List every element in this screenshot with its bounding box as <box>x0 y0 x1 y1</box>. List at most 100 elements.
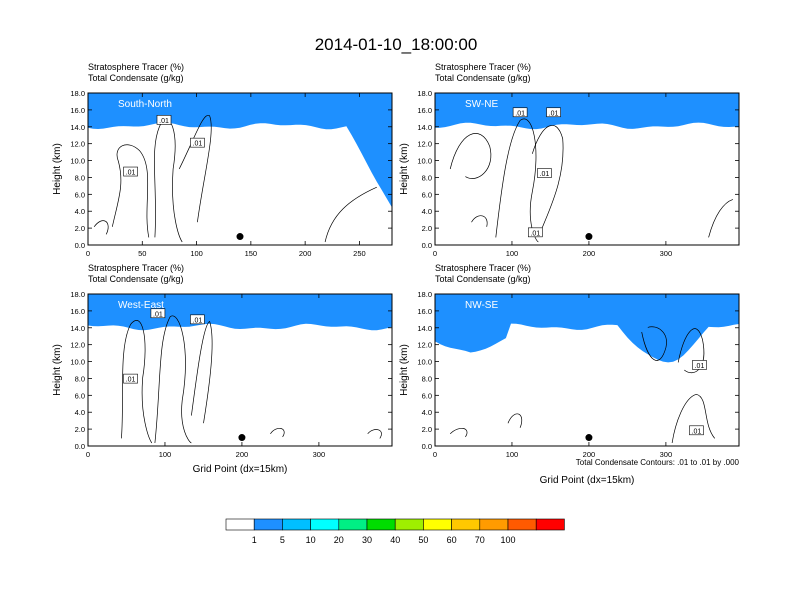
contour-line <box>270 428 285 438</box>
colorbar-label: 70 <box>475 535 485 545</box>
y-tick-label: 12.0 <box>417 341 432 350</box>
contour-line <box>121 320 153 444</box>
y-tick-label: 8.0 <box>75 374 85 383</box>
panel-frame <box>434 92 740 246</box>
contour-line <box>641 326 667 361</box>
section-label: SW-NE <box>465 99 498 110</box>
colorbar-swatch <box>423 518 452 531</box>
contour-label: .01 <box>193 317 203 324</box>
contour-line <box>507 413 522 428</box>
y-tick-label: 18.0 <box>417 290 432 299</box>
tracer-band <box>435 93 739 130</box>
contour-line <box>449 428 468 438</box>
contour-label: .01 <box>549 110 559 117</box>
tracer-band <box>88 294 392 331</box>
y-tick-label: 0.0 <box>422 241 432 250</box>
y-tick-label: 10.0 <box>70 157 85 166</box>
y-tick-label: 2.0 <box>422 425 432 434</box>
y-tick-label: 16.0 <box>70 307 85 316</box>
panel-frame <box>434 293 740 447</box>
y-tick-label: 12.0 <box>70 341 85 350</box>
contour-label: .01 <box>126 170 136 177</box>
y-tick-label: 6.0 <box>75 391 85 400</box>
y-tick-label: 0.0 <box>75 442 85 451</box>
condensate-contours <box>449 118 734 243</box>
section-label: West-East <box>118 300 164 311</box>
y-tick-label: 8.0 <box>75 173 85 182</box>
location-marker <box>585 434 593 442</box>
location-marker <box>236 233 244 241</box>
contour-label: .01 <box>692 428 702 435</box>
panel-title: Stratosphere Tracer (%) <box>435 62 531 72</box>
y-tick-label: 8.0 <box>422 374 432 383</box>
colorbar: 1 5 10 20 30 40 50 60 70 100 <box>225 518 565 545</box>
chart-panel-4: Stratosphere Tracer (%)Total Condensate … <box>399 263 740 486</box>
contour-line <box>531 125 564 230</box>
location-marker <box>238 434 246 442</box>
y-tick-label: 0.0 <box>422 442 432 451</box>
contour-label: .01 <box>193 141 203 148</box>
x-tick-label: 50 <box>138 249 146 258</box>
y-axis-label: Height (km) <box>52 344 63 396</box>
colorbar-swatch <box>366 518 396 531</box>
x-tick-label: 200 <box>299 249 312 258</box>
panel-subtitle: Total Condensate (g/kg) <box>435 274 531 284</box>
contour-line <box>708 199 734 238</box>
section-label: NW-SE <box>465 300 498 311</box>
contour-line <box>671 393 715 444</box>
x-tick-label: 100 <box>190 249 203 258</box>
section-label: South-North <box>118 99 172 110</box>
y-tick-label: 2.0 <box>75 224 85 233</box>
location-marker <box>585 233 593 241</box>
tracer-band <box>435 294 739 363</box>
contour-line <box>677 328 705 374</box>
chart-panel-2: Stratosphere Tracer (%)Total Condensate … <box>399 62 740 258</box>
contour-label: .01 <box>126 377 136 384</box>
panel-subtitle: Total Condensate (g/kg) <box>435 73 531 83</box>
panel-title: Stratosphere Tracer (%) <box>88 62 184 72</box>
colorbar-swatch <box>535 518 565 531</box>
contour-line <box>154 315 192 444</box>
colorbar-label: 5 <box>280 535 285 545</box>
contour-label-box <box>190 137 205 148</box>
x-tick-label: 300 <box>660 249 673 258</box>
contour-note: Total Condensate Contours: .01 to .01 by… <box>576 458 740 467</box>
panel-title: Stratosphere Tracer (%) <box>88 263 184 273</box>
y-tick-label: 10.0 <box>417 358 432 367</box>
x-tick-label: 0 <box>433 249 437 258</box>
x-tick-label: 300 <box>313 450 326 459</box>
x-axis-label: Grid Point (dx=15km) <box>540 475 635 486</box>
contour-line <box>495 118 539 243</box>
x-tick-label: 300 <box>660 450 673 459</box>
contour-line <box>191 320 213 424</box>
contour-label: .01 <box>159 118 169 125</box>
colorbar-swatch <box>479 518 509 531</box>
colorbar-label: 10 <box>306 535 316 545</box>
colorbar-label: 40 <box>390 535 400 545</box>
y-tick-label: 12.0 <box>417 140 432 149</box>
x-tick-label: 100 <box>159 450 172 459</box>
contour-label-box <box>689 425 704 436</box>
y-tick-label: 6.0 <box>422 190 432 199</box>
contour-line <box>324 186 377 243</box>
y-axis-label: Height (km) <box>399 143 410 195</box>
contour-label-box <box>156 115 172 125</box>
contour-label-box <box>528 227 543 238</box>
panel-title: Stratosphere Tracer (%) <box>435 263 531 273</box>
colorbar-label: 50 <box>418 535 428 545</box>
contour-line <box>367 429 382 439</box>
colorbar-swatch <box>451 518 481 531</box>
contour-label-box <box>123 373 138 384</box>
contour-label: .01 <box>540 171 550 178</box>
tracer-field <box>88 294 392 446</box>
y-tick-label: 2.0 <box>422 224 432 233</box>
x-tick-label: 200 <box>236 450 249 459</box>
colorbar-swatch <box>338 518 368 531</box>
contour-label-box <box>512 107 528 118</box>
contour-label: .01 <box>515 110 525 117</box>
tracer-field <box>435 93 739 245</box>
y-tick-label: 14.0 <box>417 123 432 132</box>
colorbar-swatch <box>225 518 255 531</box>
y-tick-label: 8.0 <box>422 173 432 182</box>
